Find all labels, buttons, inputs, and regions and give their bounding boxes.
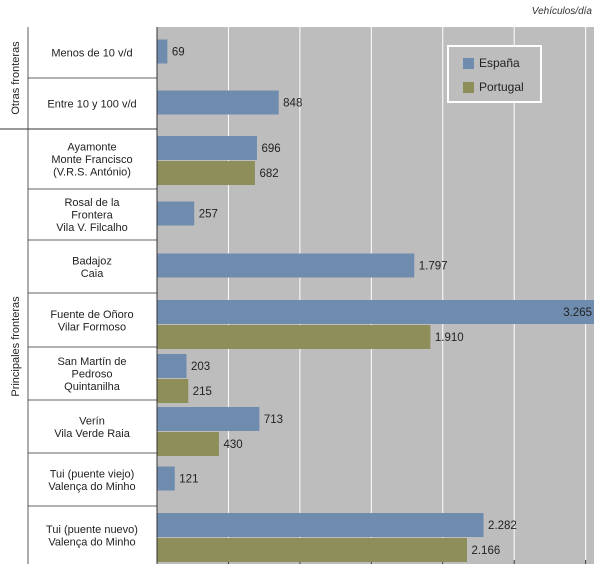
bar-portugal [157,432,219,456]
category-label: Valença do Minho [48,536,135,548]
bar-espana [157,513,484,537]
bar-espana [157,466,175,491]
data-label: 69 [172,47,185,59]
unit-label: Vehículos/día [531,6,592,17]
category-label: Ayamonte [67,142,116,154]
bar-portugal [157,379,189,403]
category-label: Rosal de la [64,197,120,209]
category-label: Verín [79,415,105,427]
category-label: Fuente de Oñoro [50,309,133,321]
category-label: Monte Francisco [51,154,132,166]
bar-espana [157,39,168,64]
data-label: 3.265 [563,307,592,319]
legend-item-portugal: Portugal [463,80,524,94]
legend-label-espana: España [479,56,520,70]
data-label: 1.910 [435,332,464,344]
category-label: Vila Verde Raia [54,428,131,440]
category-label: Vila V. Filcalho [56,222,128,234]
bar-espana [157,354,187,378]
bar-portugal [157,325,431,349]
data-label: 713 [264,414,283,426]
legend: España Portugal [447,45,542,103]
data-label: 1.797 [419,261,448,273]
bar-portugal [157,161,255,185]
legend-swatch-portugal [463,81,474,93]
category-label: Quintanilha [64,381,121,393]
plot-area [157,27,594,564]
bar-espana [157,407,260,431]
data-label: 215 [193,386,212,398]
data-label: 696 [261,143,280,155]
group-label: Otras fronteras [10,41,22,115]
data-label: 848 [283,98,302,110]
category-label: Pedroso [72,369,113,381]
category-label: Caia [81,268,105,280]
bar-espana [157,253,415,278]
bar-espana [157,90,279,115]
data-label: 2.282 [488,520,517,532]
category-label: Menos de 10 v/d [51,48,132,60]
bar-espana [157,201,195,226]
data-label: 2.166 [471,545,500,557]
bar-espana [157,300,594,324]
legend-item-espana: España [463,56,520,70]
category-label: Vilar Formoso [58,321,126,333]
data-label: 203 [191,361,210,373]
data-label: 430 [223,439,242,451]
category-label: Tui (puente viejo) [50,468,135,480]
group-label: Principales fronteras [10,296,22,397]
category-label: San Martín de [57,356,126,368]
data-label: 682 [259,168,278,180]
legend-swatch-espana [463,57,474,69]
data-label: 121 [179,474,198,486]
category-label: Frontera [71,210,113,222]
bar-espana [157,136,257,160]
bar-portugal [157,538,467,562]
data-label: 257 [199,209,218,221]
category-label: Badajoz [72,255,112,267]
category-label: Tui (puente nuevo) [46,524,138,536]
category-label: (V.R.S. António) [53,167,131,179]
category-label: Valença do Minho [48,481,135,493]
legend-label-portugal: Portugal [479,80,524,94]
category-label: Entre 10 y 100 v/d [47,99,136,111]
